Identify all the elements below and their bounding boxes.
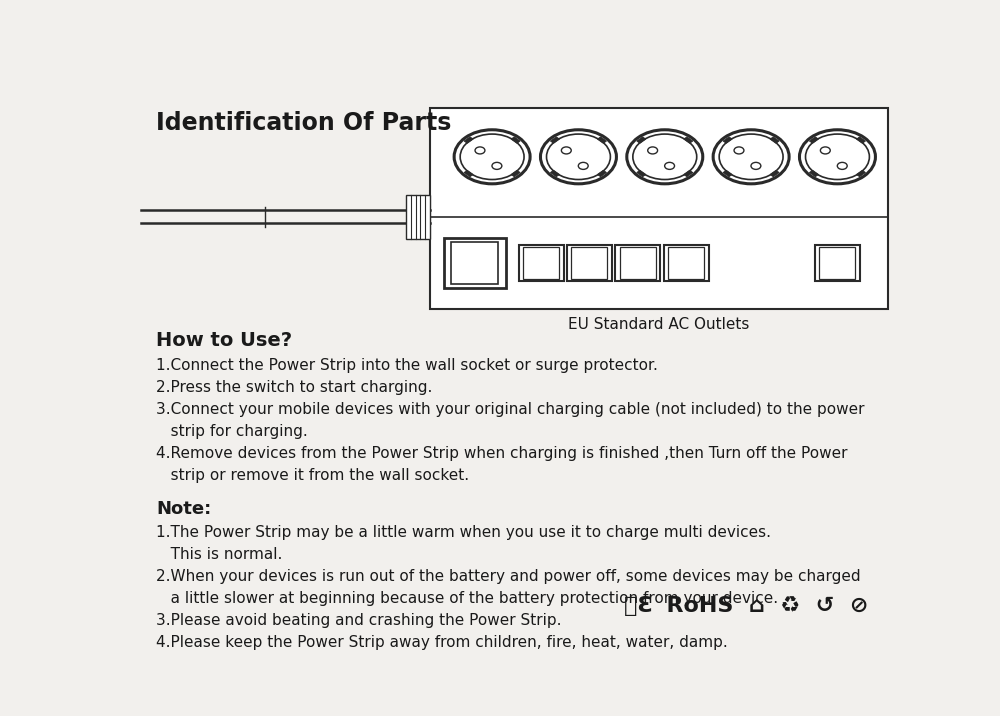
Bar	[819, 247, 855, 279]
Bar	[770, 137, 779, 143]
Circle shape	[475, 147, 485, 154]
Text: Ⓒℇ  RoHS  ⌂  ♻  ↺  ⊘: Ⓒℇ RoHS ⌂ ♻ ↺ ⊘	[624, 596, 869, 616]
Circle shape	[719, 134, 783, 180]
Text: 3.Please avoid beating and crashing the Power Strip.: 3.Please avoid beating and crashing the …	[156, 613, 562, 628]
Bar	[550, 170, 560, 177]
Bar	[668, 247, 704, 279]
Bar	[815, 245, 860, 281]
Bar	[444, 238, 506, 288]
Text: strip or remove it from the wall socket.: strip or remove it from the wall socket.	[156, 468, 469, 483]
Bar	[723, 137, 732, 143]
Text: This is normal.: This is normal.	[156, 547, 282, 562]
Circle shape	[734, 147, 744, 154]
Text: 2.Press the switch to start charging.: 2.Press the switch to start charging.	[156, 379, 432, 395]
Bar	[464, 170, 473, 177]
Circle shape	[648, 147, 658, 154]
Bar	[406, 195, 430, 238]
Bar	[684, 137, 693, 143]
Circle shape	[633, 134, 697, 180]
Circle shape	[578, 163, 588, 170]
Circle shape	[627, 130, 703, 184]
Bar	[637, 170, 646, 177]
Bar	[723, 170, 732, 177]
Bar	[567, 245, 612, 281]
Circle shape	[547, 134, 610, 180]
Circle shape	[540, 130, 616, 184]
Bar	[511, 170, 520, 177]
Text: EU Standard AC Outlets: EU Standard AC Outlets	[568, 317, 750, 332]
Text: How to Use?: How to Use?	[156, 332, 292, 350]
Text: a little slower at beginning because of the battery protection from your device.: a little slower at beginning because of …	[156, 591, 778, 606]
Circle shape	[561, 147, 571, 154]
Bar	[451, 242, 498, 284]
Circle shape	[806, 134, 869, 180]
Text: 4.Remove devices from the Power Strip when charging is finished ,then Turn off t: 4.Remove devices from the Power Strip wh…	[156, 446, 848, 461]
Bar	[770, 170, 779, 177]
Text: 2.When your devices is run out of the battery and power off, some devices may be: 2.When your devices is run out of the ba…	[156, 569, 861, 584]
Text: 1.Connect the Power Strip into the wall socket or surge protector.: 1.Connect the Power Strip into the wall …	[156, 358, 658, 373]
Bar	[856, 170, 866, 177]
Bar	[809, 170, 819, 177]
Circle shape	[799, 130, 875, 184]
Circle shape	[837, 163, 847, 170]
Bar	[856, 137, 866, 143]
Bar	[523, 247, 559, 279]
Bar	[550, 137, 560, 143]
Text: 4.Please keep the Power Strip away from children, fire, heat, water, damp.: 4.Please keep the Power Strip away from …	[156, 635, 728, 650]
Circle shape	[820, 147, 830, 154]
Text: Identification Of Parts: Identification Of Parts	[156, 111, 451, 135]
Text: strip for charging.: strip for charging.	[156, 424, 308, 439]
Bar	[620, 247, 656, 279]
Bar	[615, 245, 660, 281]
Bar	[519, 245, 564, 281]
Text: Note:: Note:	[156, 500, 211, 518]
Bar	[684, 170, 693, 177]
Circle shape	[460, 134, 524, 180]
Bar	[464, 137, 473, 143]
Circle shape	[713, 130, 789, 184]
Bar	[597, 170, 607, 177]
Bar	[597, 137, 607, 143]
Bar	[511, 137, 520, 143]
Bar	[571, 247, 607, 279]
Circle shape	[454, 130, 530, 184]
FancyBboxPatch shape	[430, 108, 888, 309]
Bar	[637, 137, 646, 143]
Text: 3.Connect your mobile devices with your original charging cable (not included) t: 3.Connect your mobile devices with your …	[156, 402, 864, 417]
Circle shape	[492, 163, 502, 170]
Circle shape	[751, 163, 761, 170]
Bar	[809, 137, 819, 143]
Circle shape	[665, 163, 675, 170]
Bar	[664, 245, 709, 281]
Text: 1.The Power Strip may be a little warm when you use it to charge multi devices.: 1.The Power Strip may be a little warm w…	[156, 525, 771, 540]
